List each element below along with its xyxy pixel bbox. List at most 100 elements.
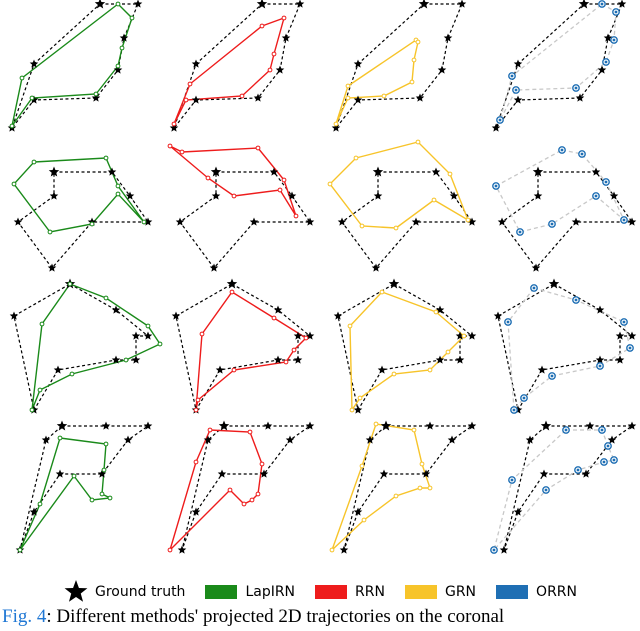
ground-truth-star (353, 405, 363, 414)
orrn-point-core (602, 460, 606, 464)
lapirn-point (115, 191, 121, 197)
rrn-point (291, 347, 297, 353)
legend-swatch-grn (404, 585, 437, 599)
ground-truth-star (91, 93, 101, 102)
rrn-point (179, 149, 185, 155)
rrn-path (169, 145, 297, 217)
ground-truth-star (305, 421, 315, 430)
rrn-point (231, 367, 237, 373)
lapirn-point (29, 95, 35, 101)
ground-truth-star (49, 191, 59, 200)
orrn-point-core (580, 152, 584, 156)
ground-truth-star (497, 217, 507, 226)
ground-truth-path (341, 171, 474, 269)
grn-point (329, 547, 335, 553)
rrn-point (183, 97, 189, 103)
ground-truth-star (353, 95, 363, 104)
ground-truth-star (615, 355, 625, 364)
grn-point (393, 493, 399, 499)
panel-r4-c4 (490, 420, 637, 554)
grn-point (465, 217, 471, 223)
orrn-point-core (622, 218, 626, 222)
ground-truth-path (497, 283, 634, 412)
ground-truth-star (209, 263, 219, 272)
ground-truth-star (275, 65, 285, 74)
rrn-point (193, 459, 199, 465)
rrn-point (171, 121, 177, 127)
grn-point (373, 421, 379, 427)
ground-truth-star (269, 167, 279, 176)
panel-r3-c1 (9, 278, 163, 414)
rrn-point (195, 397, 201, 403)
legend-item-grn: GRN (404, 584, 476, 600)
rrn-point (259, 461, 265, 467)
ground-truth-star (218, 420, 230, 431)
orrn-point-core (522, 396, 526, 400)
grn-point (357, 395, 363, 401)
ground-truth-star (388, 278, 400, 289)
orrn-point-core (574, 298, 578, 302)
lapirn-point (119, 45, 125, 51)
orrn-point-core (506, 320, 510, 324)
grn-point (381, 93, 387, 99)
grn-point (345, 83, 351, 89)
grn-point (333, 121, 339, 127)
rrn-point (247, 429, 253, 435)
lapirn-point (115, 63, 121, 69)
ground-truth-star (113, 65, 123, 74)
ground-truth-star (217, 469, 227, 478)
rrn-point (271, 51, 277, 57)
ground-truth-star (513, 59, 523, 68)
ground-truth-star (627, 421, 637, 430)
panel-r4-c1 (15, 420, 153, 554)
lapirn-point (123, 357, 129, 363)
grn-point (445, 349, 451, 355)
grn-point (379, 289, 385, 295)
rrn-point (249, 497, 255, 503)
lapirn-point (9, 123, 15, 129)
panel-r3-c3 (333, 278, 477, 414)
ground-truth-star (143, 331, 153, 340)
panel-r1-c2 (169, 0, 305, 132)
ground-truth-path (175, 283, 312, 412)
ground-truth-star (425, 421, 435, 430)
lapirn-point (141, 219, 147, 225)
ground-truth-star (210, 166, 222, 177)
ground-truth-star (273, 305, 283, 314)
ground-truth-star (443, 33, 453, 42)
ground-truth-star (53, 365, 63, 374)
ground-truth-star (285, 435, 295, 444)
orrn-point-core (510, 74, 514, 78)
panel-r2-c1 (11, 155, 153, 272)
legend-swatch-rrn (315, 585, 348, 599)
ground-truth-star (273, 355, 283, 364)
ground-truth-star (609, 191, 619, 200)
rrn-point (227, 487, 233, 493)
ground-truth-path (17, 171, 150, 269)
ground-truth-star (491, 123, 501, 132)
ground-truth-star (293, 355, 303, 364)
ground-truth-star (447, 435, 457, 444)
lapirn-point (115, 1, 121, 7)
orrn-point-core (564, 428, 568, 432)
ground-truth-star (331, 123, 341, 132)
ground-truth-star (353, 507, 363, 516)
ground-truth-star (107, 167, 117, 176)
orrn-point-core (606, 444, 610, 448)
legend: Ground truth LapIRN RRN GRN ORRN (0, 578, 640, 606)
ground-truth-star (371, 263, 381, 272)
ground-truth-star (540, 420, 552, 431)
rrn-point (193, 407, 199, 413)
ground-truth-star (13, 217, 23, 226)
legend-label-ground-truth: Ground truth (95, 584, 186, 600)
rrn-point (187, 81, 193, 87)
panel-r4-c2 (167, 420, 315, 554)
grn-point (359, 223, 365, 229)
ground-truth-star (548, 278, 560, 289)
ground-truth-star (353, 59, 363, 68)
ground-truth-path (495, 3, 623, 129)
lapirn-point (129, 15, 135, 21)
orrn-point-core (512, 408, 516, 412)
ground-truth-star (253, 93, 263, 102)
ground-truth-star (175, 217, 185, 226)
